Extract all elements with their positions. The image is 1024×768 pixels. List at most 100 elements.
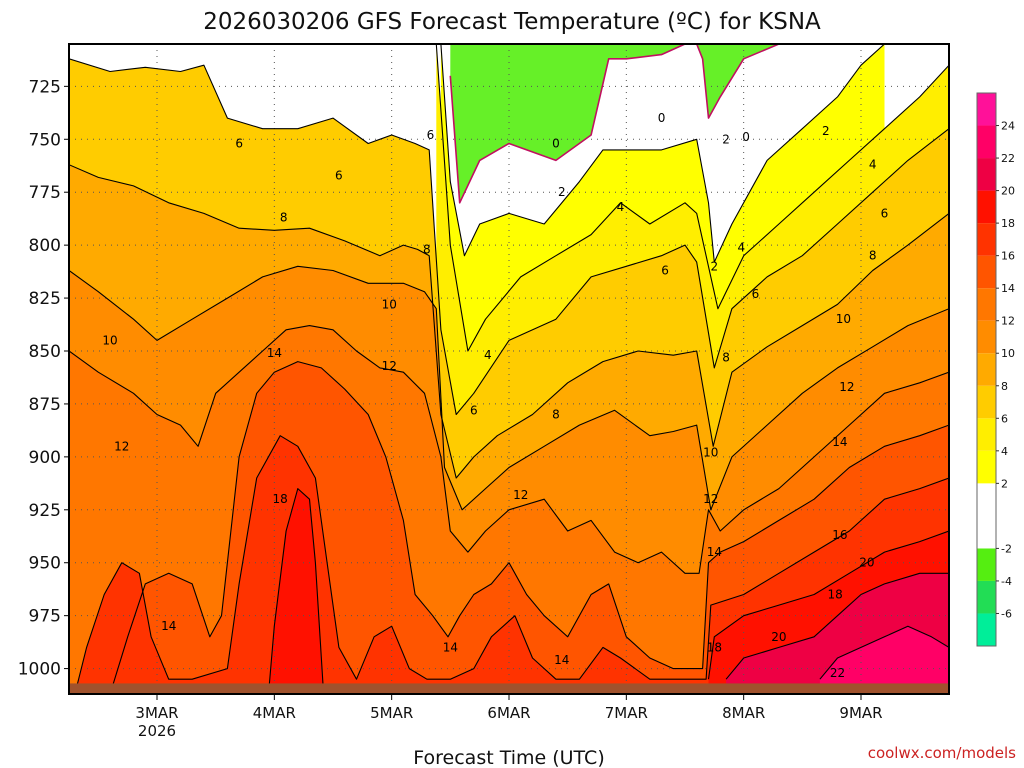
x-tick-label: 8MAR [722,704,765,722]
contour-label: 8 [280,211,288,225]
x-tick-label: 3MAR [135,704,178,722]
colorbar-tick-label: 18 [1001,217,1015,230]
contour-label: 12 [703,492,718,506]
contour-label: 6 [661,264,669,278]
contour-line-18 [267,488,325,694]
contour-label: 20 [771,630,786,644]
y-tick-label: 775 [29,183,61,203]
contour-label: 18 [273,492,288,506]
contour-line-22 [819,625,949,680]
colorbar-tick-label: 20 [1001,185,1015,198]
colorbar-swatch [977,483,996,549]
contour-label: 12 [382,359,397,373]
contour-label: 4 [869,158,877,172]
colorbar-frame [976,92,997,647]
contour-label: 18 [707,640,722,654]
chart-title: 2026030206 GFS Forecast Temperature (ºC)… [203,9,821,35]
contour-label: 14 [443,640,458,654]
contour-label: 8 [423,242,431,256]
y-tick-label: 975 [29,607,61,627]
colorbar-tick-label: 8 [1001,380,1008,393]
x-axis-label: Forecast Time (UTC) [413,747,604,768]
y-tick-label: 725 [29,77,61,97]
contour-label: 12 [513,488,528,502]
cold-pocket-fill [450,44,779,203]
contour-label: 10 [382,297,397,311]
colorbar-swatch [977,353,996,386]
contour-label: 10 [102,333,117,347]
contour-label: 8 [869,249,877,263]
contour-line-14 [109,361,949,694]
contour-label: 10 [703,446,718,460]
contour-line-18 [707,530,949,680]
colorbar-tick-label: 12 [1001,315,1015,328]
contour-label: 6 [235,137,243,151]
x-tick-label: 5MAR [370,704,413,722]
y-tick-label: 850 [29,342,61,362]
contour-label: 0 [658,111,666,125]
contour-layer [69,44,949,694]
y-tick-label: 825 [29,289,61,309]
x-tick-label: 9MAR [839,704,882,722]
x-tick-label: 4MAR [253,704,296,722]
contour-line-20 [725,572,949,680]
colorbar-swatch [977,548,996,581]
y-tick-label: 875 [29,395,61,415]
contour-line-16 [74,435,949,694]
contour-label: 8 [722,350,730,364]
contour-line-8 [69,164,949,479]
colorbar-tick-label: 6 [1001,412,1008,425]
colorbar-tick-label: 22 [1001,152,1015,165]
x-tick-sublabel: 2026 [138,722,176,740]
colorbar-swatch [977,450,996,484]
colorbar-swatch [977,320,996,354]
pressure-axis: 725 750 775 800 825 850 875 900 925 950 975 1000 [18,77,69,680]
contour-label: 6 [752,287,760,301]
contour-label: 20 [859,556,874,570]
colorbar-tick-label: 24 [1001,120,1015,133]
contour-line-0 [449,44,780,204]
colorbar-tick-label: 10 [1001,347,1015,360]
colorbar-swatch [977,288,996,321]
y-tick-label: 900 [29,448,61,468]
contour-label: 4 [484,348,492,362]
x-tick-label: 7MAR [605,704,648,722]
contour-label: 12 [839,380,854,394]
contour-label: 6 [470,403,478,417]
y-tick-label: 1000 [18,660,61,680]
colorbar-tick-label: 16 [1001,250,1015,263]
temperature-band [268,488,324,694]
contour-label: 8 [552,408,560,422]
contour-label: 2 [558,185,566,199]
contour-label: 0 [552,137,560,151]
contour-label: 4 [737,240,745,254]
contour-label: 4 [617,200,625,214]
colorbar-swatch [977,93,996,126]
colorbar-tick-label: -2 [1001,542,1012,555]
contour-label: 14 [161,619,176,633]
contour-label: 14 [267,346,282,360]
colorbar-swatch [977,255,996,289]
terrain-layer [69,683,949,694]
colorbar-swatch [977,385,996,419]
x-tick-label: 6MAR [487,704,530,722]
y-tick-label: 750 [29,130,61,150]
contour-label: 6 [335,168,343,182]
colorbar-tick-label: 14 [1001,282,1015,295]
colorbar-tick-label: -4 [1001,575,1012,588]
contour-line-6 [69,58,949,416]
contour-label: 2 [722,132,730,146]
contour-label: 10 [836,312,851,326]
contour-label: 14 [554,653,569,667]
y-tick-label: 950 [29,554,61,574]
contour-label: 12 [114,439,129,453]
contour-label: 18 [828,587,843,601]
contour-label: 14 [832,435,847,449]
colorbar-swatch [977,613,996,646]
colorbar-tick-label: 2 [1001,477,1008,490]
colorbar-swatch [977,580,996,614]
